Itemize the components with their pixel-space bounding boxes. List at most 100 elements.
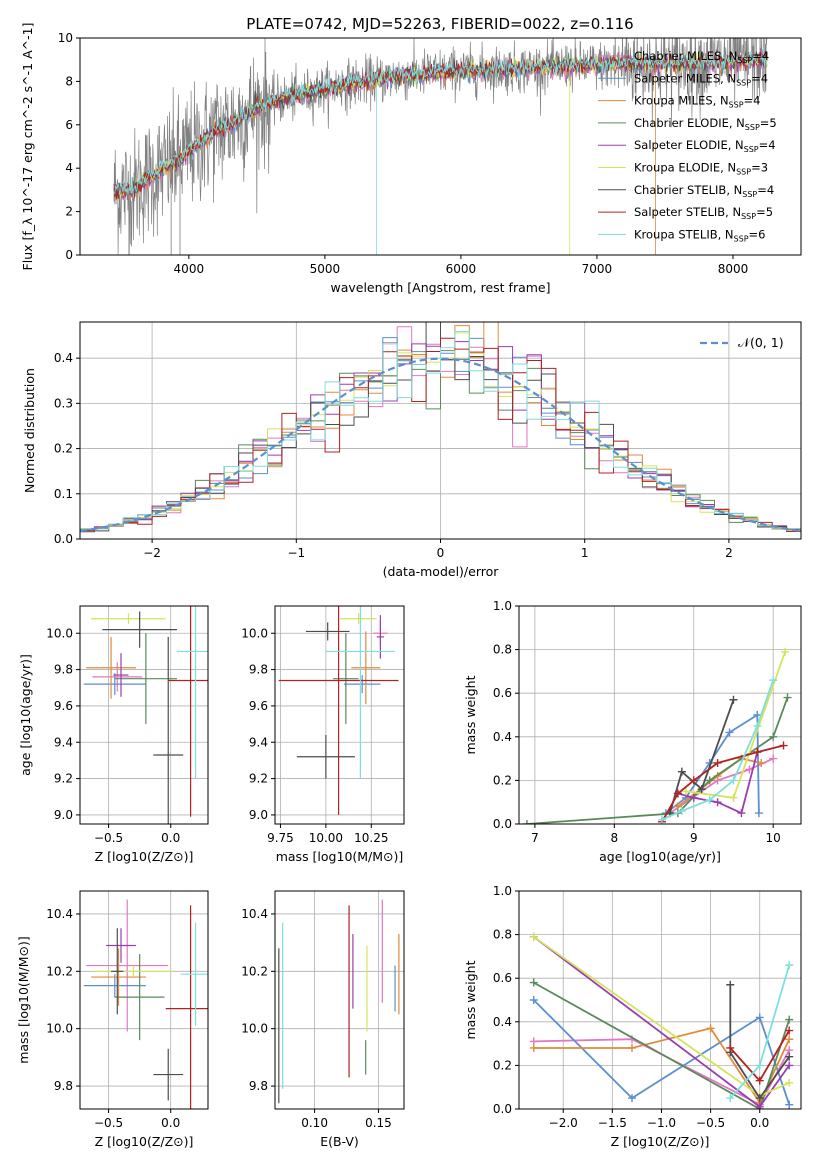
- y-tick-label: 9.0: [249, 808, 268, 822]
- axes-frame: [518, 605, 802, 825]
- series-marker: [729, 793, 738, 802]
- series-marker: [673, 789, 682, 798]
- x-tick-label: −0.5: [94, 831, 123, 845]
- y-tick-label: 9.2: [249, 772, 268, 786]
- x-tick-label: 1: [581, 546, 589, 560]
- y-tick-label: 0.8: [493, 643, 512, 657]
- legend-label: Chabrier ELODIE, NSSP=5: [634, 116, 777, 132]
- y-tick-label: 0.4: [493, 730, 512, 744]
- series-marker: [755, 1094, 764, 1103]
- series-marker: [726, 1094, 735, 1103]
- y-tick-label: 1.0: [493, 884, 512, 898]
- series-marker: [754, 809, 763, 818]
- x-tick-label: 5000: [310, 262, 341, 276]
- series-marker: [681, 787, 690, 796]
- x-tick-label: 7000: [582, 262, 613, 276]
- y-tick-label: 4: [65, 161, 73, 175]
- series-marker: [755, 1061, 764, 1070]
- panel-mass-weight-vs-Z: −2.0 −1.5 −1.0 −0.5 0.0 0.0 0.2 0.4 0.6 0.8 1.0 Z […: [463, 884, 802, 1149]
- y-tick-label: 6: [65, 118, 73, 132]
- y-tick-label: 9.8: [54, 663, 73, 677]
- x-axis-label: wavelength [Angstrom, rest frame]: [330, 280, 550, 295]
- axes-frame: [274, 605, 405, 825]
- axes-frame: [79, 605, 209, 825]
- y-tick-label: 10.0: [46, 626, 73, 640]
- error-bar-point: [180, 922, 208, 1026]
- y-tick-label: 0.4: [493, 1015, 512, 1029]
- error-bar-point: [305, 622, 350, 641]
- series-marker: [785, 1052, 794, 1061]
- series-line: [533, 981, 791, 1109]
- y-tick-label: 0.0: [493, 1102, 512, 1116]
- series-marker: [689, 793, 698, 802]
- series-marker: [725, 728, 734, 737]
- y-tick-label: 0.2: [54, 442, 73, 456]
- y-tick-label: 8: [65, 74, 73, 88]
- error-bar-point: [114, 954, 165, 1041]
- x-tick-label: −2: [143, 546, 161, 560]
- series-marker: [753, 711, 762, 719]
- y-tick-label: 10.2: [46, 964, 73, 978]
- series-marker: [529, 932, 538, 941]
- x-tick-label: 0.0: [750, 1116, 769, 1130]
- legend: Chabrier MILES, NSSP=4 Salpeter MILES, NS…: [598, 49, 777, 243]
- series-marker: [713, 758, 722, 767]
- x-tick-label: 9.75: [267, 831, 294, 845]
- x-tick-label: −1: [287, 546, 305, 560]
- error-bar-point: [92, 662, 143, 692]
- y-tick-label: 10.0: [46, 1022, 73, 1036]
- y-tick-label: 10: [58, 31, 73, 45]
- x-tick-label: 0.0: [161, 831, 180, 845]
- error-bar-point: [376, 615, 385, 659]
- x-tick-label: −2.0: [549, 1116, 578, 1130]
- y-tick-label: 0.3: [54, 396, 73, 410]
- error-bar-point: [340, 613, 377, 625]
- x-axis-label: (data-model)/error: [383, 564, 500, 579]
- error-bar-point: [114, 633, 177, 725]
- series-marker: [755, 1102, 764, 1109]
- x-axis-label: age [log10(age/yr)]: [599, 849, 721, 864]
- panel-age-vs-mass: 9.75 10.00 10.25 9.0 9.2 9.4 9.6 9.8 10.0 mass [l…: [241, 605, 405, 864]
- legend-label: Kroupa MILES, NSSP=4: [634, 94, 760, 110]
- series-marker: [706, 1024, 715, 1033]
- x-axis-label: Z [log10(Z/Z⊙)]: [611, 1134, 710, 1149]
- y-axis-label: mass weight: [463, 675, 478, 754]
- series-marker: [755, 1013, 764, 1022]
- x-tick-label: 0: [437, 546, 445, 560]
- series-marker: [729, 695, 738, 704]
- x-tick-label: −1.5: [598, 1116, 627, 1130]
- error-bar-point: [86, 636, 136, 699]
- x-tick-label: −0.5: [696, 1116, 725, 1130]
- series-marker: [785, 1015, 794, 1024]
- panel-residuals: −2 −1 0 1 2 0.0 0.1 0.2 0.3 0.4 (data-model)/error…: [22, 321, 802, 579]
- series-marker: [627, 1043, 636, 1052]
- y-tick-label: 9.6: [249, 699, 268, 713]
- series-marker: [785, 1035, 794, 1044]
- series-marker: [726, 1043, 735, 1052]
- legend-label: Kroupa ELODIE, NSSP=3: [634, 161, 768, 177]
- axes-frame: [518, 890, 802, 1110]
- y-tick-label: 0.6: [493, 686, 512, 700]
- y-tick-label: 0.0: [493, 817, 512, 831]
- model-spectrum-line: [113, 47, 768, 195]
- series-marker: [729, 776, 738, 785]
- y-tick-label: 10.2: [241, 964, 268, 978]
- x-tick-label: −0.5: [94, 1116, 123, 1130]
- x-tick-label: 9: [690, 831, 698, 845]
- x-tick-label: 8: [611, 831, 619, 845]
- data-spectrum-line: [113, 38, 768, 255]
- error-bar-point: [91, 613, 166, 625]
- axes-frame: [79, 321, 802, 540]
- series-marker: [769, 676, 778, 685]
- panel-mass-weight-vs-age: 7 8 9 10 0.0 0.2 0.4 0.6 0.8 1.0 age [log10(age/yr…: [463, 599, 802, 864]
- y-tick-label: 10.4: [241, 907, 268, 921]
- series-marker: [737, 809, 746, 818]
- y-tick-label: 9.8: [249, 663, 268, 677]
- series-marker: [677, 767, 686, 776]
- panel-spectrum: 4000 5000 6000 7000 8000 0 2 4 6 8 10 wavelength [A…: [20, 23, 802, 295]
- y-tick-label: 9.4: [249, 735, 268, 749]
- plot-area: [522, 647, 792, 824]
- error-bar-point: [113, 653, 129, 697]
- axes-frame: [79, 890, 209, 1110]
- histogram-series: [80, 331, 801, 533]
